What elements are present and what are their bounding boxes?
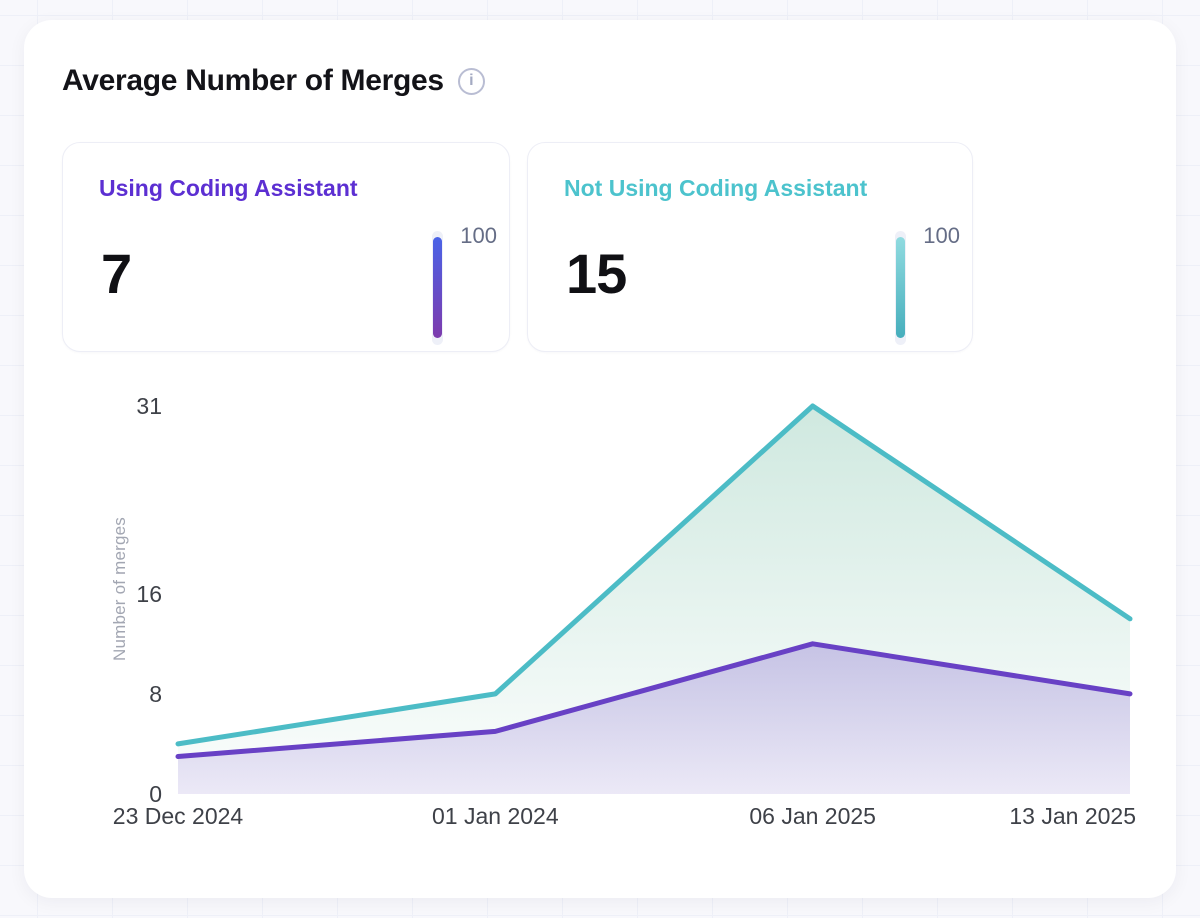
x-tick-label: 13 Jan 2025	[1009, 803, 1136, 829]
y-tick-label: 0	[149, 781, 162, 807]
merges-panel: Average Number of Merges i Using Coding …	[24, 20, 1176, 898]
stat-scale-bar-fill	[896, 237, 905, 338]
x-tick-label: 23 Dec 2024	[112, 803, 244, 829]
area-fill-using-assistant	[178, 643, 1130, 794]
stat-scale-max-label: 100	[460, 223, 497, 248]
info-icon[interactable]: i	[457, 67, 485, 95]
stat-card-value: 15	[566, 242, 627, 305]
y-tick-label: 8	[149, 680, 162, 707]
page-title: Average Number of Merges	[62, 64, 444, 97]
stat-card-label: Using Coding Assistant	[99, 175, 358, 201]
series-line-not-using-assistant	[175, 403, 1133, 747]
stat-scale-bar	[895, 231, 906, 345]
x-tick-label: 01 Jan 2024	[432, 803, 559, 829]
stat-scale-bar	[432, 231, 443, 345]
stat-card-using-assistant: Using Coding Assistant 7 100	[62, 142, 510, 352]
y-tick-label: 31	[136, 393, 162, 419]
panel-header: Average Number of Merges i	[62, 64, 485, 98]
stat-card-value: 7	[101, 242, 132, 305]
chart-plot-area[interactable]	[175, 399, 1136, 794]
stat-scale-bar-fill	[433, 237, 442, 338]
series-line-using-assistant	[175, 641, 1133, 759]
x-tick-label: 06 Jan 2025	[749, 803, 876, 829]
stat-scale-max-label: 100	[923, 223, 960, 248]
y-tick-label: 16	[136, 580, 162, 607]
stat-card-label: Not Using Coding Assistant	[564, 175, 868, 201]
stat-card-not-using-assistant: Not Using Coding Assistant 15 100	[527, 142, 973, 352]
merges-area-chart[interactable]: Number of merges 0 8 16 31 23 Dec 2024 01 Ja…	[24, 20, 1176, 898]
